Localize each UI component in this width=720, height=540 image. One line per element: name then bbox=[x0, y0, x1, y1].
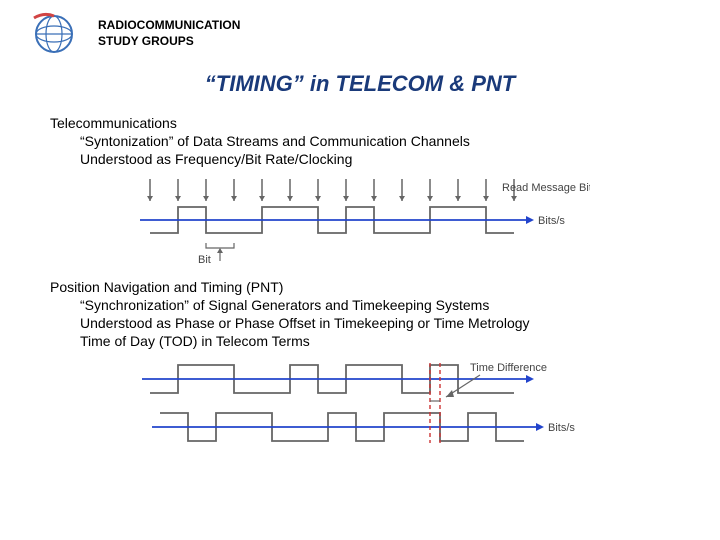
header-text: RADIOCOMMUNICATION STUDY GROUPS bbox=[98, 18, 240, 49]
section1-bullet2: Understood as Frequency/Bit Rate/Clockin… bbox=[0, 151, 720, 167]
diagram-synchronization: Time Difference Bits/s bbox=[130, 357, 590, 457]
section1-bullet1: “Syntonization” of Data Streams and Comm… bbox=[0, 133, 720, 149]
header-line2: STUDY GROUPS bbox=[98, 34, 240, 50]
section2-bullet1: “Synchronization” of Signal Generators a… bbox=[0, 297, 720, 313]
section2-bullet3: Time of Day (TOD) in Telecom Terms bbox=[0, 333, 720, 349]
svg-text:Bits/s: Bits/s bbox=[548, 422, 575, 434]
page-title: “TIMING” in TELECOM & PNT bbox=[0, 71, 720, 97]
section1-heading: Telecommunications bbox=[0, 115, 720, 131]
svg-text:Time Difference: Time Difference bbox=[470, 362, 547, 374]
svg-text:Read Message Bits: Read Message Bits bbox=[502, 182, 590, 194]
section2-bullet2: Understood as Phase or Phase Offset in T… bbox=[0, 315, 720, 331]
header: RADIOCOMMUNICATION STUDY GROUPS bbox=[0, 0, 720, 63]
diagram-syntonization: Read Message Bits Bits/s Bit bbox=[130, 175, 590, 265]
itu-logo-icon bbox=[30, 10, 78, 58]
svg-text:Bit: Bit bbox=[198, 254, 211, 265]
section2-heading: Position Navigation and Timing (PNT) bbox=[0, 279, 720, 295]
svg-text:Bits/s: Bits/s bbox=[538, 215, 565, 227]
header-line1: RADIOCOMMUNICATION bbox=[98, 18, 240, 34]
diagram2-container: Time Difference Bits/s bbox=[0, 357, 720, 457]
diagram1-container: Read Message Bits Bits/s Bit bbox=[0, 175, 720, 265]
